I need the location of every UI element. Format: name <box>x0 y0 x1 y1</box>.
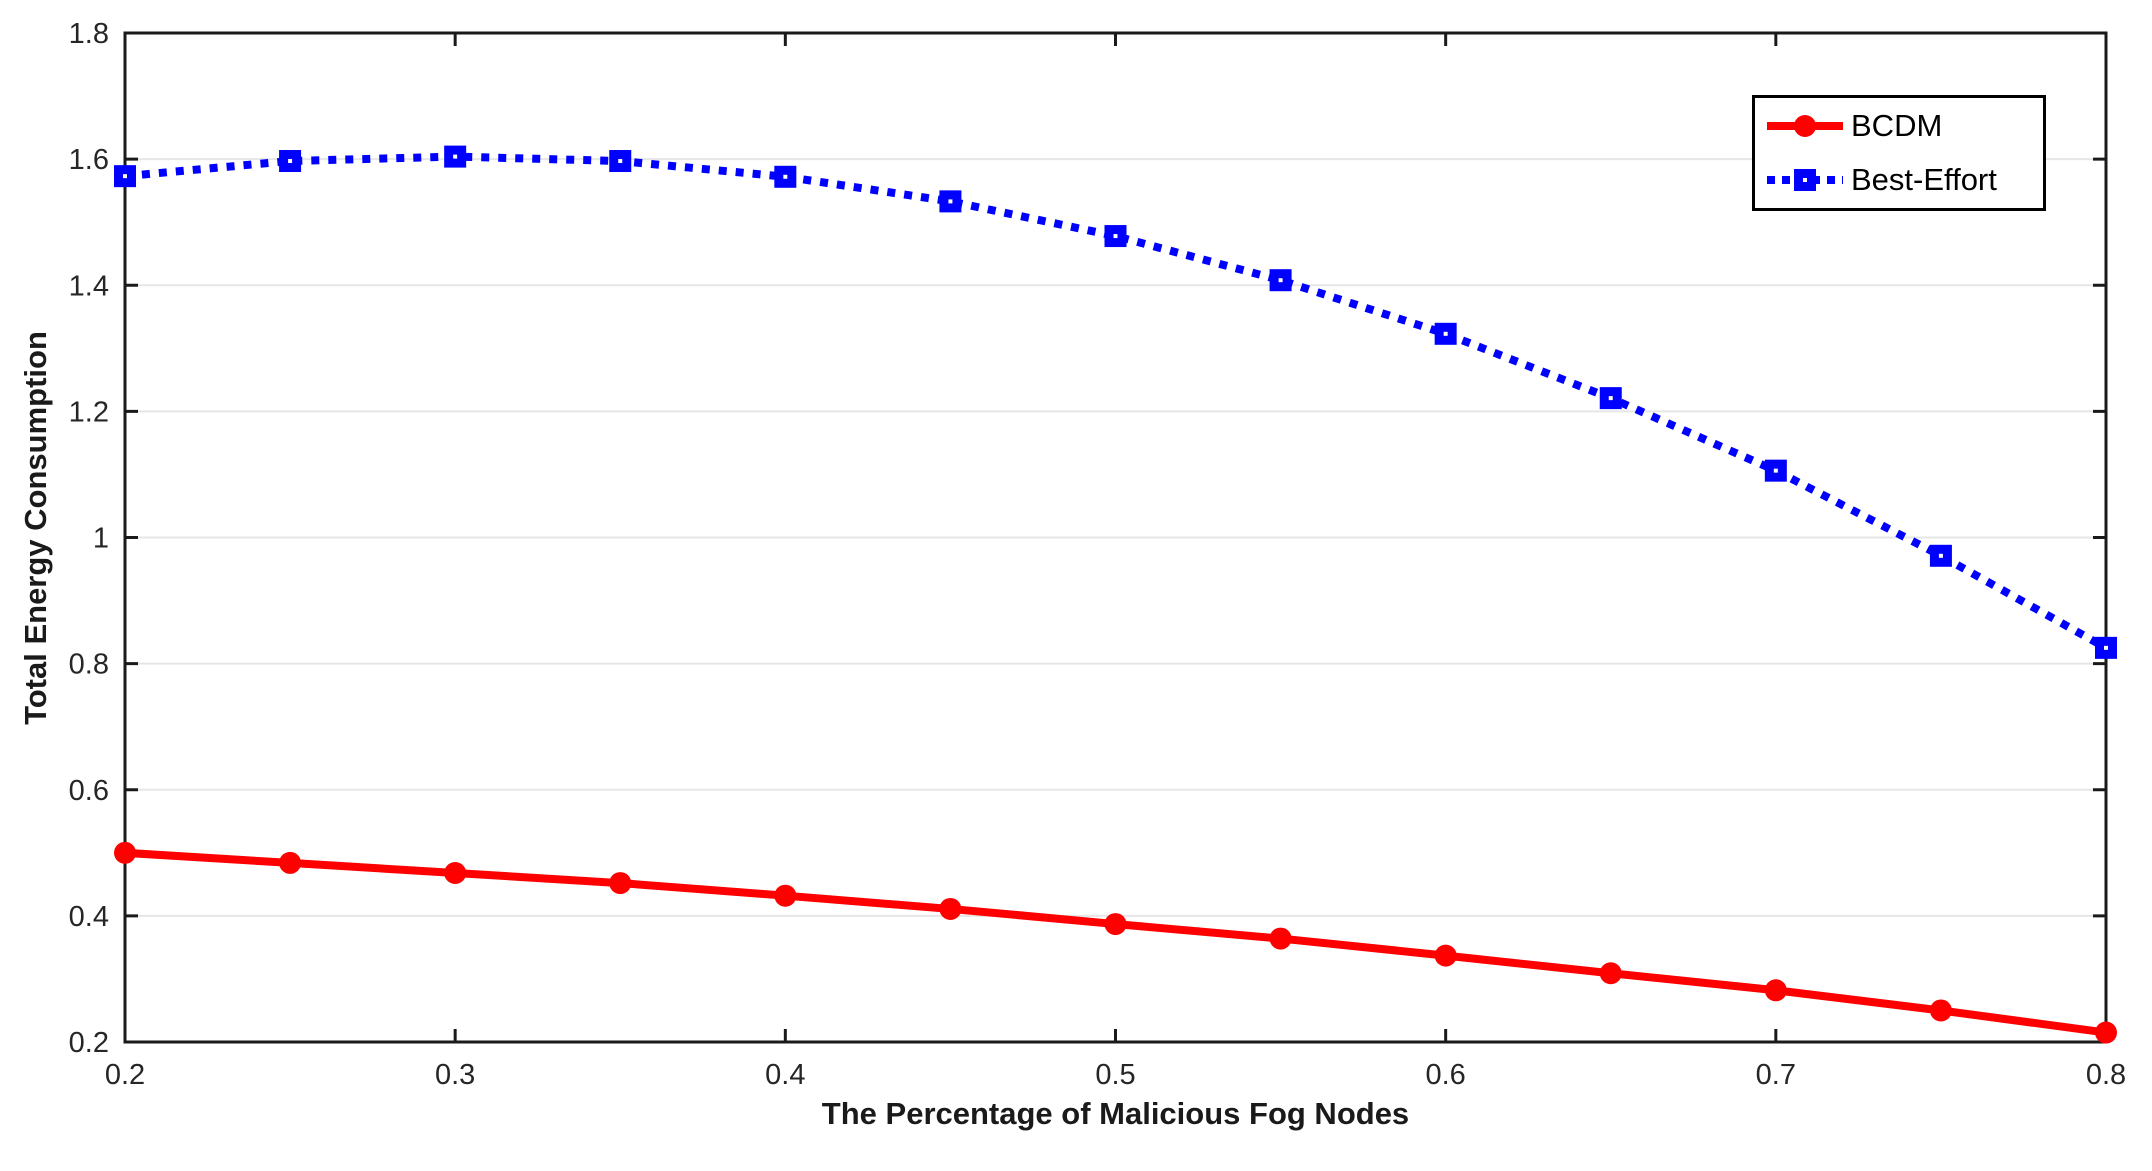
data-point-center-dot <box>2104 645 2108 650</box>
legend-box: BCDM Best-Effort <box>1752 95 2046 211</box>
data-point-bcdm <box>1434 944 1457 967</box>
data-point-center-dot <box>1113 234 1118 239</box>
x-axis-label: The Percentage of Malicious Fog Nodes <box>821 1096 1410 1131</box>
data-point-bcdm <box>2095 1021 2117 1044</box>
legend-label-bcdm: BCDM <box>1851 108 1943 144</box>
data-point-bcdm <box>444 861 467 884</box>
data-point-bcdm <box>939 897 962 920</box>
data-point-bcdm <box>774 884 797 907</box>
y-tick-label: 1.6 <box>69 144 109 176</box>
data-point-bcdm <box>279 851 302 874</box>
data-point-center-dot <box>1938 553 1943 558</box>
data-point-center-dot <box>1443 331 1448 336</box>
x-tick-label: 0.7 <box>1756 1059 1796 1091</box>
y-tick-label: 0.6 <box>69 775 109 807</box>
data-point-center-dot <box>1773 468 1778 473</box>
data-point-center-dot <box>123 174 127 179</box>
data-point-center-dot <box>948 199 953 204</box>
x-tick-label: 0.8 <box>2086 1059 2126 1091</box>
x-tick-label: 0.5 <box>1095 1059 1135 1091</box>
data-point-bcdm <box>1269 927 1292 950</box>
legend-sample-best-effort-line <box>1767 168 1843 191</box>
x-tick-label: 0.3 <box>435 1059 475 1091</box>
data-point-bcdm <box>1104 913 1127 936</box>
circle-marker-icon <box>1794 115 1816 138</box>
data-point-bcdm <box>1929 999 1952 1022</box>
legend-row-best-effort: Best-Effort <box>1755 155 2043 205</box>
legend-label-best-effort: Best-Effort <box>1851 161 1997 197</box>
y-tick-label: 1 <box>93 523 109 555</box>
y-tick-label: 0.8 <box>69 649 109 681</box>
y-tick-label: 0.2 <box>69 1027 109 1059</box>
data-point-bcdm <box>1764 979 1787 1002</box>
series-line-bcdm <box>124 848 2107 1037</box>
square-marker-center-dot <box>1803 177 1807 182</box>
legend-sample-bcdm-line <box>1767 115 1843 138</box>
x-tick-label: 0.2 <box>105 1059 145 1091</box>
data-point-center-dot <box>618 159 623 164</box>
data-point-center-dot <box>288 159 293 164</box>
y-tick-label: 1.4 <box>69 270 109 302</box>
y-tick-label: 1.8 <box>69 18 109 50</box>
data-point-center-dot <box>783 174 788 179</box>
x-tick-label: 0.6 <box>1426 1059 1466 1091</box>
data-point-center-dot <box>453 154 458 159</box>
data-point-bcdm <box>114 841 136 864</box>
data-point-bcdm <box>609 872 632 895</box>
data-point-center-dot <box>1608 396 1613 401</box>
legend-row-bcdm: BCDM <box>1755 101 2043 151</box>
y-tick-label: 0.4 <box>69 901 109 933</box>
y-tick-label: 1.2 <box>69 396 109 428</box>
data-point-center-dot <box>1278 278 1283 283</box>
y-axis-label: Total Energy Consumption <box>18 331 53 725</box>
data-point-bcdm <box>1599 962 1622 985</box>
x-tick-label: 0.4 <box>765 1059 805 1091</box>
